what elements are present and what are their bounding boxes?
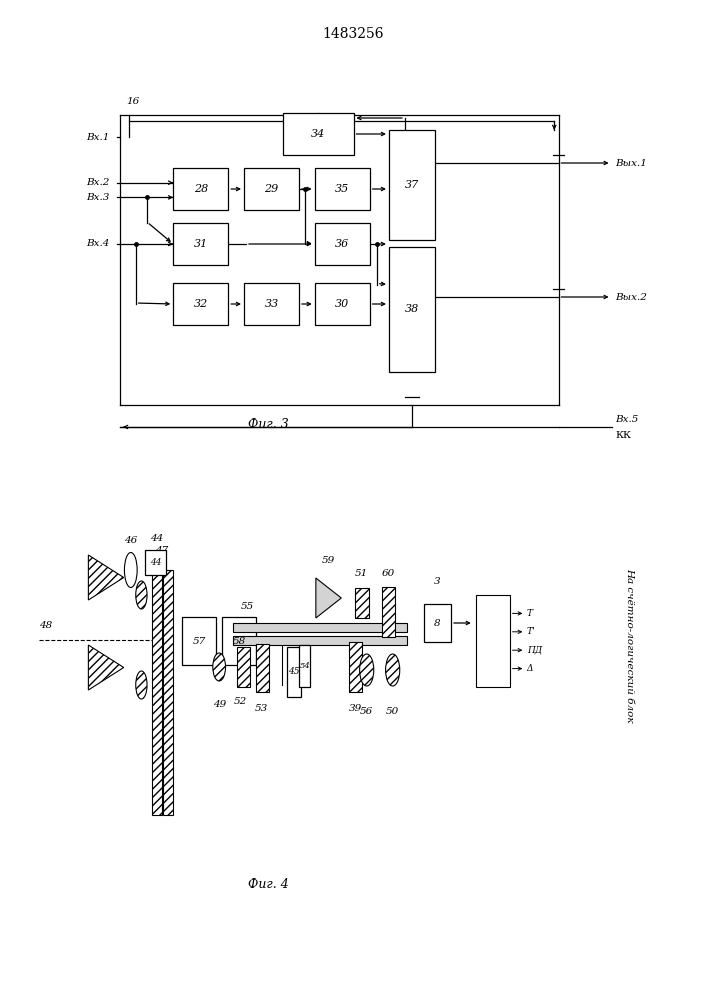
Text: 56: 56 [360,707,373,716]
Text: КК: КК [615,430,631,440]
Text: Вых.1: Вых.1 [615,158,647,167]
Bar [152,570,162,815]
Text: 48: 48 [39,620,52,630]
Bar [315,168,370,210]
Text: Вх.3: Вх.3 [86,193,110,202]
Bar [244,283,299,325]
Bar [283,113,354,155]
Text: 55: 55 [240,602,254,611]
Polygon shape [88,555,124,600]
Bar [222,617,256,665]
Text: Вых.2: Вых.2 [615,292,647,302]
Text: Фиг. 4: Фиг. 4 [248,879,289,892]
Bar [244,168,299,210]
Text: 54: 54 [299,662,310,670]
Polygon shape [316,578,341,618]
Bar [315,223,370,265]
Bar [299,645,310,687]
Bar [173,168,228,210]
Bar [233,636,407,645]
Bar [237,647,250,687]
Text: 30: 30 [335,299,349,309]
Text: Δ: Δ [527,664,533,673]
Text: 29: 29 [264,184,279,194]
Text: 46: 46 [124,536,137,545]
Bar [382,587,395,637]
Text: 58: 58 [233,636,245,646]
Text: Вх.1: Вх.1 [86,132,110,141]
Bar [315,283,370,325]
Text: 16: 16 [126,97,139,106]
Bar [355,588,369,618]
Text: 44: 44 [151,534,163,543]
Text: На счётно-логический блок: На счётно-логический блок [625,568,633,722]
Ellipse shape [213,653,226,681]
Text: 34: 34 [311,129,325,139]
Text: Вх.5: Вх.5 [615,414,638,424]
Text: 57: 57 [193,636,206,646]
Text: 60: 60 [382,569,395,578]
Bar [389,247,435,372]
Text: 31: 31 [194,239,208,249]
Text: 32: 32 [194,299,208,309]
Text: T: T [527,609,532,618]
Bar [145,550,166,575]
Text: 47: 47 [156,546,168,555]
Text: Фиг. 3: Фиг. 3 [248,418,289,432]
Text: 59: 59 [322,556,335,565]
Text: 33: 33 [264,299,279,309]
Bar [287,647,301,697]
Text: 52: 52 [234,697,247,706]
Text: ПД: ПД [527,646,542,655]
Text: 39: 39 [349,704,362,713]
Text: Вх.4: Вх.4 [86,239,110,248]
Text: 36: 36 [335,239,349,249]
Text: 51: 51 [355,569,368,578]
Text: 50: 50 [386,707,399,716]
Text: 8: 8 [434,618,441,628]
Text: 45: 45 [288,668,300,676]
Text: 28: 28 [194,184,208,194]
Ellipse shape [385,654,399,686]
Bar [182,617,216,665]
Bar [349,642,362,692]
Text: 37: 37 [404,180,419,190]
Text: 1483256: 1483256 [323,27,384,41]
Text: Вх.2: Вх.2 [86,178,110,187]
Bar [173,283,228,325]
Text: 38: 38 [404,304,419,314]
Bar [163,570,173,815]
Bar [256,644,269,692]
Bar [173,223,228,265]
Text: 53: 53 [255,704,268,713]
Ellipse shape [136,671,147,699]
Ellipse shape [136,581,147,609]
Ellipse shape [360,654,374,686]
Text: 3: 3 [434,577,441,586]
Text: 35: 35 [335,184,349,194]
Bar [424,604,451,642]
Bar [233,623,407,632]
Text: 49: 49 [213,700,226,709]
Bar [476,595,510,687]
Text: 44: 44 [150,558,161,567]
Text: T': T' [527,627,535,636]
Polygon shape [88,645,124,690]
Bar [389,130,435,240]
